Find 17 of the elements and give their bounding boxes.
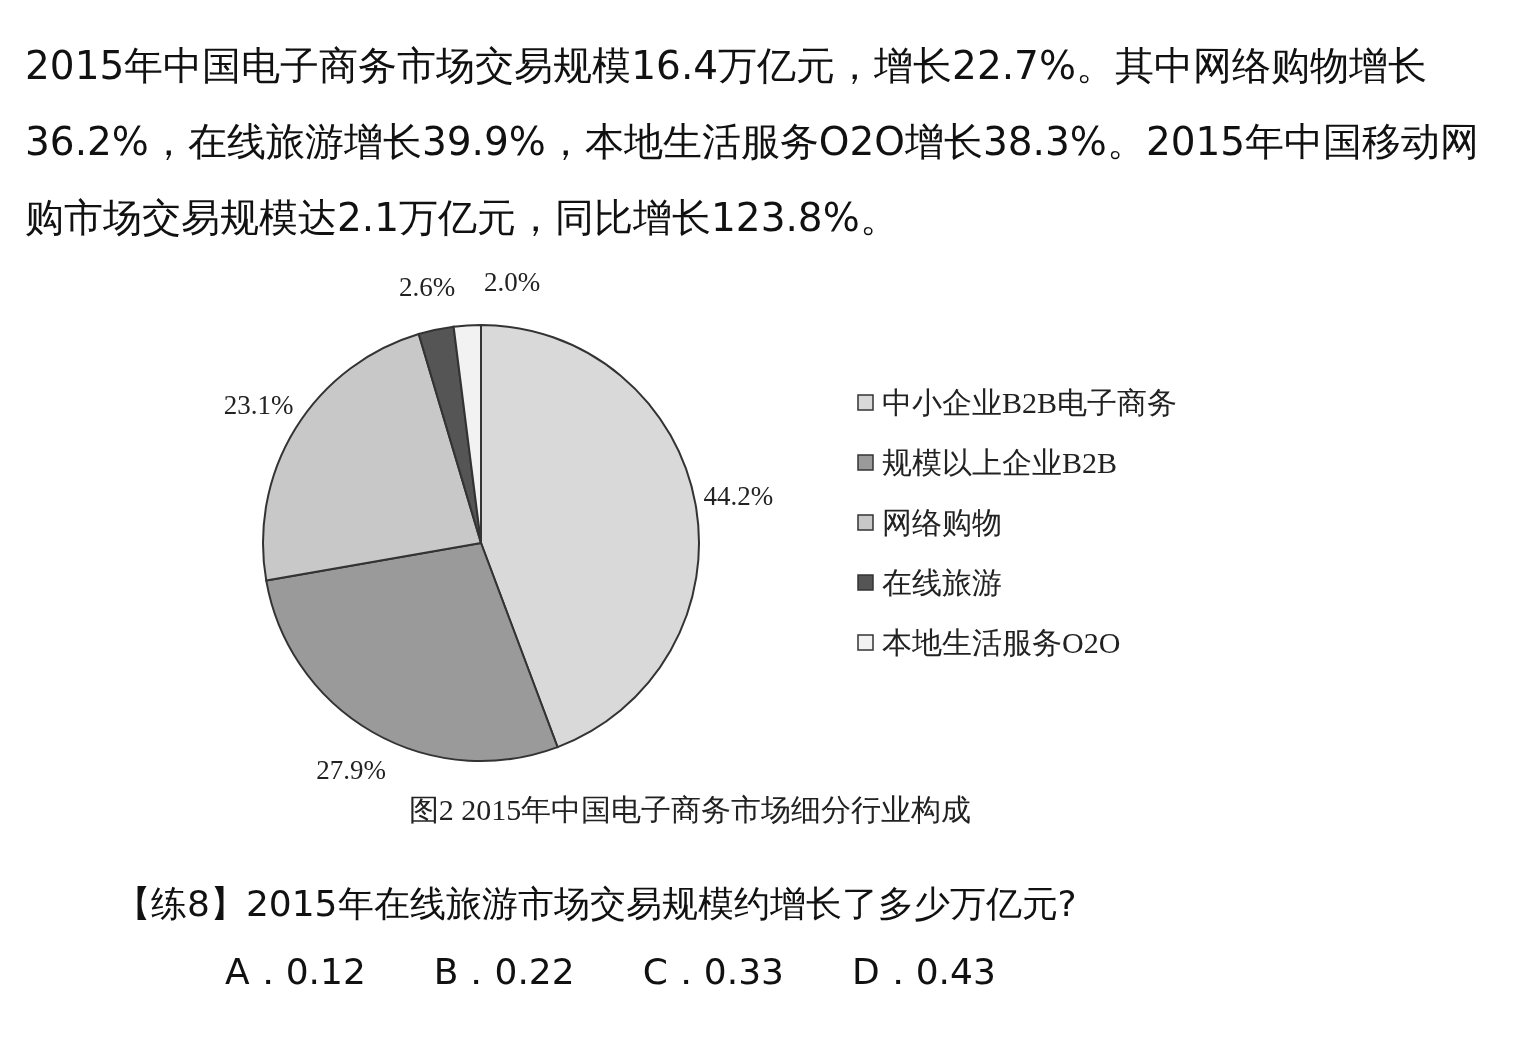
text: A．0.12 xyxy=(225,950,366,994)
data-label: 23.1% xyxy=(223,390,294,421)
legend-label: 规模以上企业B2B xyxy=(882,446,1118,479)
legend-label: 网络购物 xyxy=(882,506,1002,539)
text: B．0.22 xyxy=(433,950,575,994)
text: 【练8】2015年在线旅游市场交易规模约增长了多少万亿元? xyxy=(115,882,1077,926)
data-label: 2.0% xyxy=(483,266,541,297)
legend-label: 中小企业B2B电子商务 xyxy=(882,386,1178,419)
chart-subtitle: 2015年中国电子商务市场交易规模16.4万亿元，增长22.7%。其中网络购物增长36.2%，在线旅游增长39.9%，本地生活服务O2O增长38.3%。2015年中国移动网购市场交易规模达2.1万亿元，同比增长123.8%。 xyxy=(25,42,1481,242)
data-label: 27.9% xyxy=(316,755,387,786)
text: D．0.43 xyxy=(851,950,996,994)
legend-label: 在线旅游 xyxy=(882,566,1002,599)
text: C．0.33 xyxy=(642,950,784,994)
text: 图2 2015年中国电子商务市场细分行业构成 xyxy=(408,793,972,826)
legend-label: 本地生活服务O2O xyxy=(882,626,1121,659)
data-label: 44.2% xyxy=(703,481,774,512)
data-label: 2.6% xyxy=(398,272,456,303)
